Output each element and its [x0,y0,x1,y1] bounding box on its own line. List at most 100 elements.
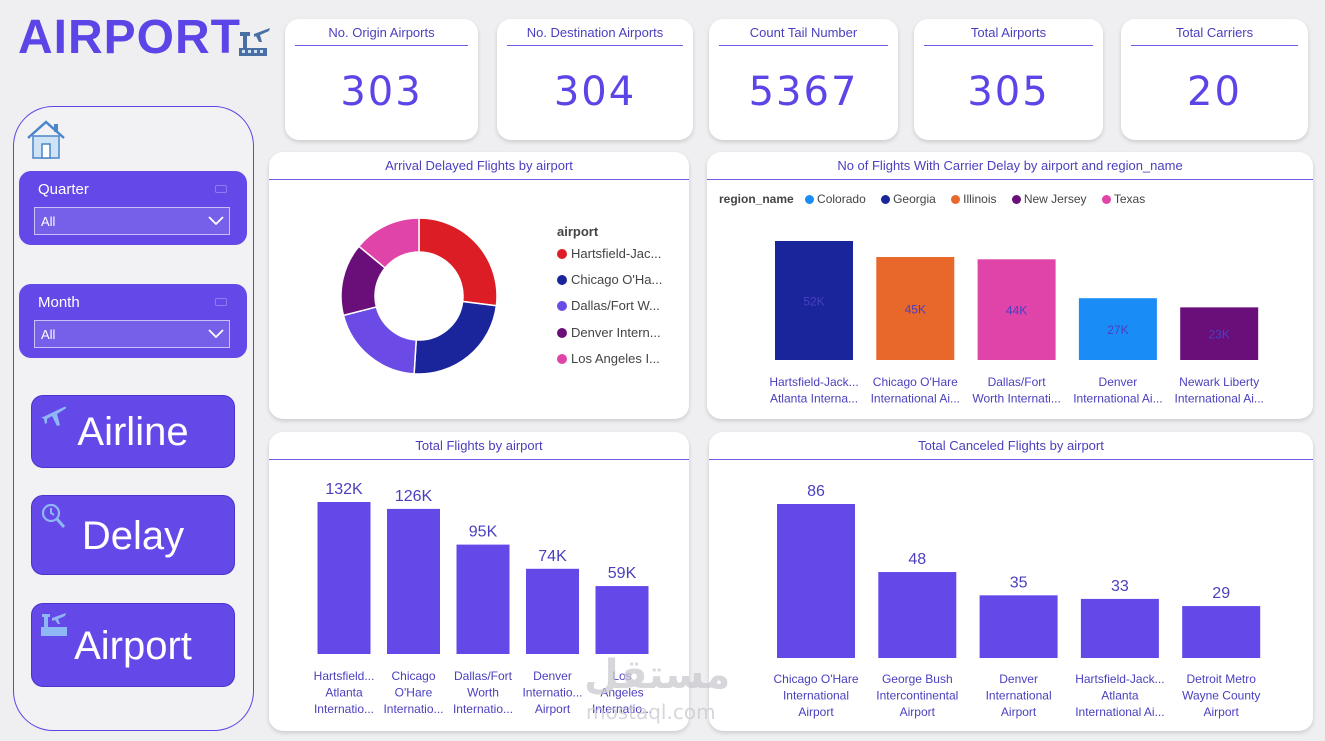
kpi-total-airports: Total Airports 305 [914,19,1103,140]
data-label: 59K [608,565,637,582]
kpi-title: Count Tail Number [749,25,858,40]
bar[interactable] [977,259,1056,360]
delay-label: Delay [81,514,185,558]
legend-item[interactable]: Chicago O'Ha... [557,272,662,287]
tick-label: Chicago O'Hare [873,375,958,389]
chevron-down-icon [208,216,224,226]
watermark: مستقل [584,652,731,698]
tick-label: Airport [535,702,571,716]
quarter-value: All [41,214,56,229]
chart-title: No of Flights With Carrier Delay by airp… [837,158,1183,173]
chart-title: Arrival Delayed Flights by airport [385,158,573,173]
legend-item[interactable]: Dallas/Fort W... [557,298,660,313]
legend-item[interactable]: Los Angeles I... [557,351,660,366]
data-label: 45K [905,303,926,317]
bar[interactable] [1080,598,1159,658]
bar[interactable] [979,595,1058,658]
tick-label: O'Hare [395,686,433,700]
tick-label: Denver [1099,375,1138,389]
bar-chart[interactable]: 52K Hartsfield-Jack... Atlanta Interna... 4… [707,152,1313,419]
legend-item[interactable]: Texas [1101,192,1151,206]
total-flights-chart: Total Flights by airport 132K Hartsfield.… [269,432,689,731]
quarter-dropdown[interactable]: All [34,207,230,235]
eraser-icon[interactable] [215,185,227,193]
legend-item[interactable]: Georgia [881,192,942,206]
airport-tower-icon [239,28,270,56]
airport-label: Airport [74,624,192,668]
airport-button[interactable]: Airport [31,603,235,687]
delay-button[interactable]: Delay [31,495,235,575]
bar[interactable] [775,241,853,360]
bar[interactable] [456,544,510,654]
tick-label: Worth Internati... [972,392,1060,406]
bar[interactable] [878,572,957,658]
bar[interactable] [1180,307,1259,360]
kpi-origin-airports: No. Origin Airports 303 [285,19,478,140]
tick-label: Airport [798,705,834,719]
legend-item[interactable]: Hartsfield-Jac... [557,246,661,261]
bar[interactable] [387,508,440,654]
data-label: 23K [1209,328,1230,342]
donut-chart[interactable] [269,152,689,419]
bar[interactable] [1182,606,1261,658]
data-label: 132K [325,481,363,498]
airplane-icon [41,406,67,426]
tick-label: Chicago [391,669,435,683]
donut-slice[interactable] [357,217,420,270]
month-label: Month [38,294,80,311]
kpi-destination-airports: No. Destination Airports 304 [497,19,693,140]
legend-item[interactable]: Denver Intern... [557,325,661,340]
region-legend: region_name Colorado Georgia Illinois Ne… [719,192,1157,206]
tick-label: Los [612,669,631,683]
tick-label: Internatio... [314,702,374,716]
tick-label: Internatio... [592,702,652,716]
watermark-url: mostaql.com [586,700,716,724]
legend-title: airport [557,224,599,239]
tick-label: Hartsfield-Jack... [1075,672,1164,686]
canceled-flights-chart: Total Canceled Flights by airport 86 Chic… [709,432,1313,731]
chart-title: Total Flights by airport [415,438,543,453]
donut-slice[interactable] [413,300,498,375]
tick-label: Dallas/Fort [988,375,1047,389]
legend-item[interactable]: New Jersey [1011,192,1093,206]
tick-label: Airport [1204,705,1240,719]
month-value: All [41,327,56,342]
month-slicer: Month All [19,284,247,358]
data-label: 35 [1010,574,1028,591]
chevron-down-icon [208,329,224,339]
bar[interactable] [777,504,855,658]
tick-label: Atlanta [325,686,363,700]
donut-slice[interactable] [342,306,418,375]
kpi-value: 20 [1187,69,1242,115]
eraser-icon[interactable] [215,298,227,306]
tick-label: Wayne County [1182,689,1260,703]
airline-button[interactable]: Airline [31,395,235,468]
kpi-value: 304 [553,69,637,115]
tick-label: International Ai... [1075,705,1164,719]
kpi-title: Total Airports [970,25,1047,40]
bar-chart[interactable]: 132K Hartsfield... Atlanta Internatio... 126… [269,432,689,731]
bar[interactable] [317,502,371,654]
kpi-title: No. Destination Airports [526,25,664,40]
bar[interactable] [526,568,579,654]
quarter-label: Quarter [38,181,89,198]
bar[interactable] [876,257,955,360]
home-icon[interactable] [24,118,68,162]
data-label: 29 [1212,585,1230,602]
chart-title: Total Canceled Flights by airport [918,438,1104,453]
tick-label: International Ai... [871,392,960,406]
bar[interactable] [595,586,649,654]
legend-item[interactable]: Illinois [951,192,1002,206]
kpi-value: 305 [967,69,1050,115]
donut-slice[interactable] [418,217,498,307]
data-label: 52K [803,295,824,309]
kpi-value: 5367 [748,69,859,115]
tick-label: Airport [900,705,936,719]
tick-label: Newark Liberty [1179,375,1259,389]
month-dropdown[interactable]: All [34,320,230,348]
legend-item[interactable]: Colorado [805,192,872,206]
tick-label: Atlanta [1101,689,1139,703]
bar[interactable] [1078,298,1157,360]
tick-label: International [986,689,1052,703]
bar-chart[interactable]: 86 Chicago O'Hare International Airport 48 Ge… [709,432,1313,731]
